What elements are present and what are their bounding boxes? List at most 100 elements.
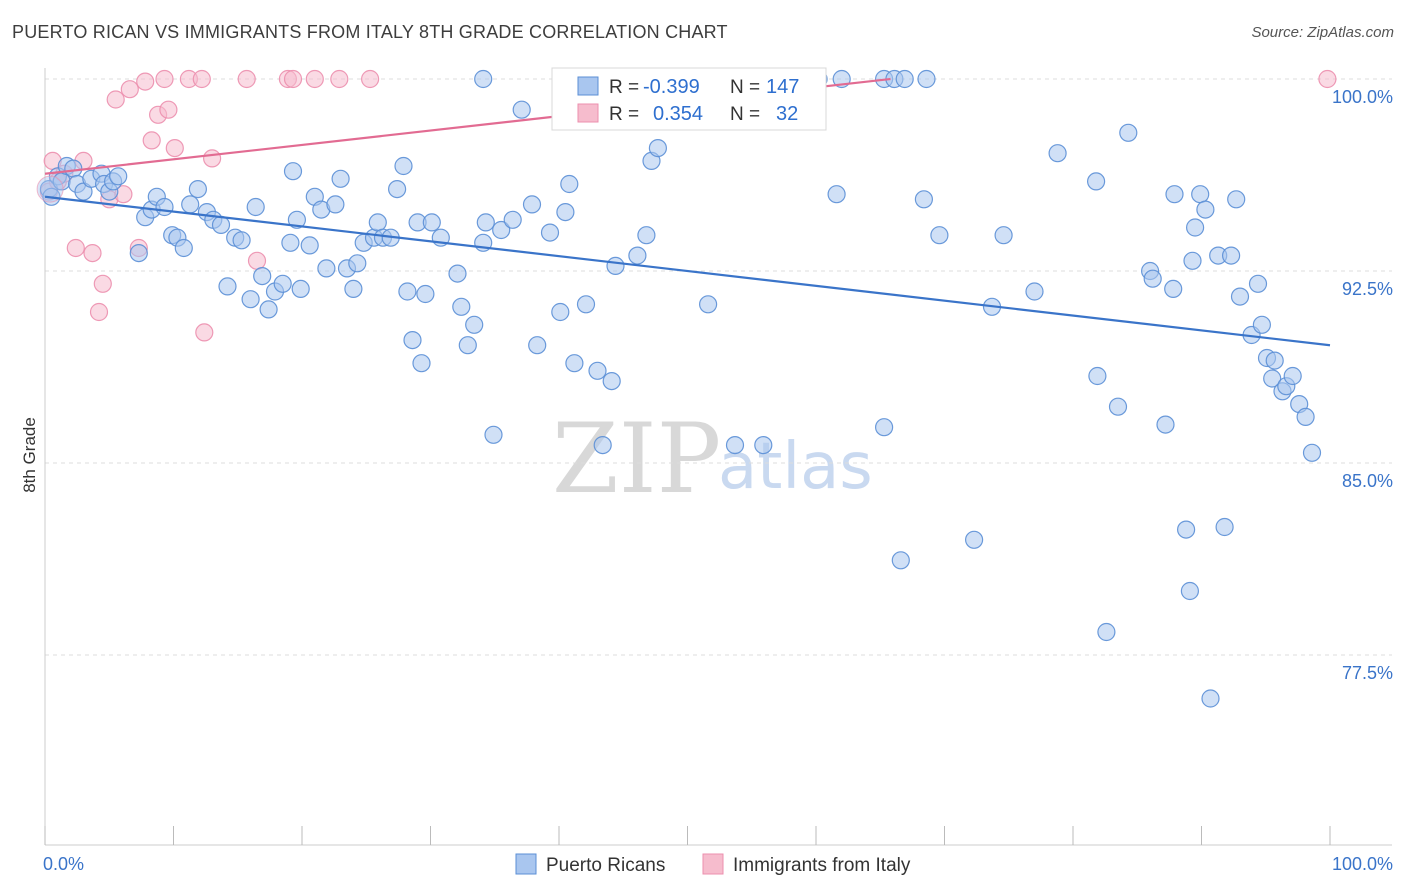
legend-n-value-2: 32	[776, 103, 798, 125]
puerto-rican-point	[64, 159, 83, 178]
puerto-rican-point	[930, 226, 949, 245]
puerto-rican-point	[560, 174, 579, 194]
puerto-rican-point	[628, 246, 647, 265]
puerto-rican-point	[522, 195, 542, 214]
puerto-rican-point	[1296, 407, 1315, 426]
puerto-rican-point	[1119, 123, 1138, 142]
puerto-rican-point	[1165, 185, 1184, 204]
top-legend: R = -0.399 N = 147 R = 0.354 N = 32	[551, 67, 827, 131]
puerto-rican-point	[1180, 581, 1200, 601]
y-tick-label: 92.5%	[1342, 279, 1393, 299]
puerto-rican-point	[317, 259, 336, 278]
puerto-rican-point	[1176, 520, 1196, 539]
puerto-rican-point	[412, 354, 431, 373]
puerto-rican-point	[241, 290, 260, 309]
puerto-rican-point	[576, 295, 596, 314]
puerto-rican-point	[281, 233, 300, 252]
chart-title: PUERTO RICAN VS IMMIGRANTS FROM ITALY 8T…	[12, 22, 728, 42]
x-tick-label: 0.0%	[43, 854, 84, 874]
puerto-rican-point	[593, 436, 612, 455]
puerto-rican-point	[540, 223, 560, 242]
puerto-rican-point	[1088, 366, 1107, 386]
puerto-rican-point	[1086, 172, 1106, 191]
italy-point	[66, 238, 85, 258]
puerto-rican-point	[528, 336, 547, 355]
puerto-rican-point	[637, 226, 656, 245]
legend-r-value-1: -0.399	[643, 76, 700, 98]
axes: 77.5% 85.0% 92.5% 100.0% 0.0% 100.0%	[43, 68, 1393, 874]
puerto-rican-point	[348, 254, 367, 273]
italy-point	[247, 251, 267, 270]
legend-n-label-2: N =	[730, 104, 760, 125]
puerto-rican-point	[1283, 366, 1302, 386]
italy-point	[283, 69, 303, 89]
puerto-rican-trend-line	[44, 195, 1331, 347]
x-tick-label: 100.0%	[1332, 854, 1393, 874]
bottom-legend-swatch-pink	[702, 853, 724, 875]
puerto-rican-point	[1183, 251, 1202, 270]
puerto-rican-point	[291, 279, 310, 298]
italy-point	[305, 69, 324, 89]
italy-point	[159, 100, 178, 119]
italy-point	[192, 69, 211, 89]
italy-point	[120, 80, 139, 99]
italy-point	[361, 69, 380, 89]
italy-point	[330, 69, 349, 89]
legend-r-label-1: R =	[609, 77, 639, 98]
puerto-rican-point	[827, 185, 846, 204]
puerto-rican-point	[403, 331, 422, 350]
cluster-point	[36, 175, 64, 203]
italy-point	[106, 90, 125, 109]
puerto-rican-point	[232, 231, 251, 250]
puerto-rican-point	[648, 139, 668, 158]
puerto-rican-point	[503, 210, 522, 229]
italy-point	[195, 323, 214, 342]
puerto-rican-point	[174, 238, 193, 258]
puerto-rican-point	[754, 436, 773, 455]
puerto-rican-point	[914, 190, 934, 209]
puerto-rican-point	[1265, 351, 1284, 370]
points-layer	[36, 69, 1337, 708]
puerto-rican-point	[218, 277, 237, 296]
y-axis-label: 8th Grade	[20, 417, 39, 493]
puerto-rican-point	[1248, 274, 1268, 293]
puerto-rican-point	[1048, 144, 1067, 163]
legend-n-value-1: 147	[766, 76, 799, 98]
puerto-rican-point	[1230, 287, 1250, 306]
puerto-rican-point	[368, 213, 387, 232]
puerto-rican-point	[1143, 269, 1162, 288]
puerto-rican-point	[994, 226, 1013, 245]
puerto-rican-point	[891, 551, 910, 570]
italy-point	[165, 139, 184, 158]
puerto-rican-point	[129, 244, 148, 263]
puerto-rican-point	[416, 284, 435, 304]
puerto-rican-point	[1263, 369, 1282, 388]
puerto-rican-point	[1185, 218, 1205, 237]
puerto-rican-point	[326, 195, 345, 214]
bottom-legend: Puerto Ricans Immigrants from Italy	[515, 853, 911, 876]
legend-r-value-2: 0.354	[653, 103, 703, 125]
watermark-atlas: atlas	[718, 430, 873, 504]
puerto-rican-point	[492, 220, 511, 240]
puerto-rican-point	[300, 236, 319, 255]
puerto-rican-point	[476, 213, 495, 232]
puerto-rican-point	[606, 256, 625, 275]
puerto-rican-point	[1196, 200, 1215, 219]
puerto-rican-point	[398, 282, 417, 301]
italy-point	[89, 302, 109, 322]
puerto-rican-point	[188, 180, 207, 199]
puerto-rican-point	[109, 167, 128, 186]
puerto-rican-point	[588, 361, 607, 380]
puerto-rican-point	[283, 162, 303, 181]
puerto-rican-point	[1025, 282, 1044, 301]
puerto-rican-point	[874, 418, 894, 437]
puerto-rican-point	[458, 336, 477, 355]
italy-point	[83, 244, 102, 263]
y-tick-label: 100.0%	[1332, 87, 1393, 107]
puerto-rican-point	[422, 213, 441, 232]
bottom-legend-label-1: Puerto Ricans	[546, 855, 665, 876]
italy-point	[203, 149, 222, 168]
puerto-rican-point	[452, 297, 471, 316]
legend-swatch-blue	[577, 76, 599, 96]
